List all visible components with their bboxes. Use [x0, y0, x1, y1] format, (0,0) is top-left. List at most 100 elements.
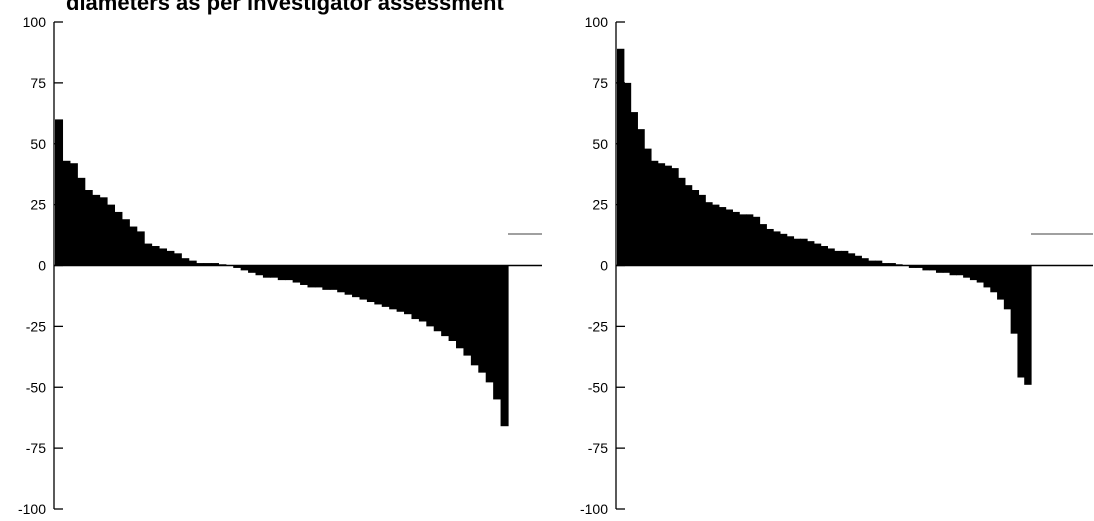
bar: [1017, 265, 1025, 378]
bar: [922, 265, 930, 271]
bar: [718, 207, 727, 266]
y-tick-label: -75: [26, 440, 46, 456]
bar: [773, 231, 781, 266]
bar: [929, 265, 937, 271]
bar: [969, 265, 978, 281]
y-axis: 100 75 50 25 0 -25 -50 -75 -100: [580, 14, 1093, 517]
bar: [1003, 265, 1012, 310]
bar: [196, 263, 205, 266]
bar: [732, 211, 740, 266]
bar: [262, 265, 271, 278]
bar: [874, 260, 883, 266]
bar: [705, 202, 713, 266]
bar: [1010, 265, 1019, 334]
bar: [55, 119, 64, 266]
bar: [895, 264, 903, 266]
bar: [84, 190, 93, 266]
bar: [678, 177, 686, 266]
y-tick-label: -75: [588, 440, 608, 456]
y-tick-label: 100: [23, 14, 47, 30]
bar: [759, 224, 767, 266]
bar: [426, 265, 435, 327]
bar: [623, 82, 632, 266]
bar: [698, 194, 706, 266]
bar: [292, 265, 301, 283]
bar: [854, 255, 862, 266]
bar: [942, 265, 951, 273]
bar: [62, 160, 71, 266]
bar: [712, 204, 720, 266]
bar: [129, 226, 138, 266]
y-tick-label: 0: [600, 258, 608, 274]
bar: [671, 168, 679, 266]
bar: [908, 265, 917, 268]
bar: [210, 263, 219, 266]
bar: [963, 265, 971, 278]
bars: [55, 119, 509, 427]
bar: [752, 216, 761, 266]
bar: [240, 265, 249, 271]
bar: [1024, 265, 1032, 385]
y-tick-label: -25: [26, 318, 46, 334]
y-tick-label: 50: [592, 136, 608, 152]
bar: [158, 248, 167, 266]
bar: [847, 253, 856, 266]
bar: [322, 265, 331, 290]
bar: [69, 163, 78, 266]
bar: [990, 265, 998, 293]
bar: [800, 238, 808, 266]
bar: [441, 265, 450, 337]
bar: [381, 265, 390, 307]
bar: [779, 233, 788, 266]
bar: [691, 190, 700, 266]
bar: [956, 265, 964, 276]
bar: [976, 265, 985, 283]
bar: [915, 265, 924, 268]
bar: [493, 265, 502, 400]
bar: [389, 265, 398, 310]
bar: [77, 177, 86, 266]
bar: [664, 165, 672, 266]
bar: [725, 209, 733, 266]
bar: [337, 265, 346, 293]
bar: [300, 265, 309, 285]
bar: [329, 265, 338, 290]
bar: [807, 241, 815, 266]
bar: [359, 265, 368, 300]
bar: [478, 265, 487, 373]
bar: [456, 265, 465, 349]
bar: [218, 264, 227, 266]
bar: [396, 265, 405, 312]
bar: [188, 260, 197, 266]
y-tick-label: 75: [592, 75, 608, 91]
bar: [114, 211, 123, 266]
bar: [248, 265, 257, 273]
y-tick-label: -50: [588, 379, 608, 395]
bar: [181, 258, 190, 266]
bar: [277, 265, 286, 281]
bar: [861, 258, 869, 266]
bars: [617, 48, 1032, 385]
y-tick-label: 100: [585, 14, 609, 30]
bar: [411, 265, 420, 320]
bar: [285, 265, 294, 281]
bar: [650, 160, 659, 266]
bar: [840, 250, 849, 266]
y-tick-label: 50: [30, 136, 46, 152]
bar: [644, 148, 652, 266]
bar: [786, 236, 795, 266]
waterfall-panel-right: 100 75 50 25 0 -25 -50 -75 -100: [580, 14, 1093, 517]
bar: [485, 265, 494, 383]
bar: [983, 265, 991, 288]
bar: [500, 265, 509, 427]
y-tick-label: 25: [30, 197, 46, 213]
bar: [949, 265, 957, 276]
bar: [433, 265, 442, 332]
bar: [739, 214, 747, 266]
bar: [151, 246, 160, 266]
bar: [314, 265, 323, 288]
y-tick-label: -100: [580, 501, 608, 517]
bar: [352, 265, 361, 298]
bar: [255, 265, 264, 276]
bar: [404, 265, 413, 315]
